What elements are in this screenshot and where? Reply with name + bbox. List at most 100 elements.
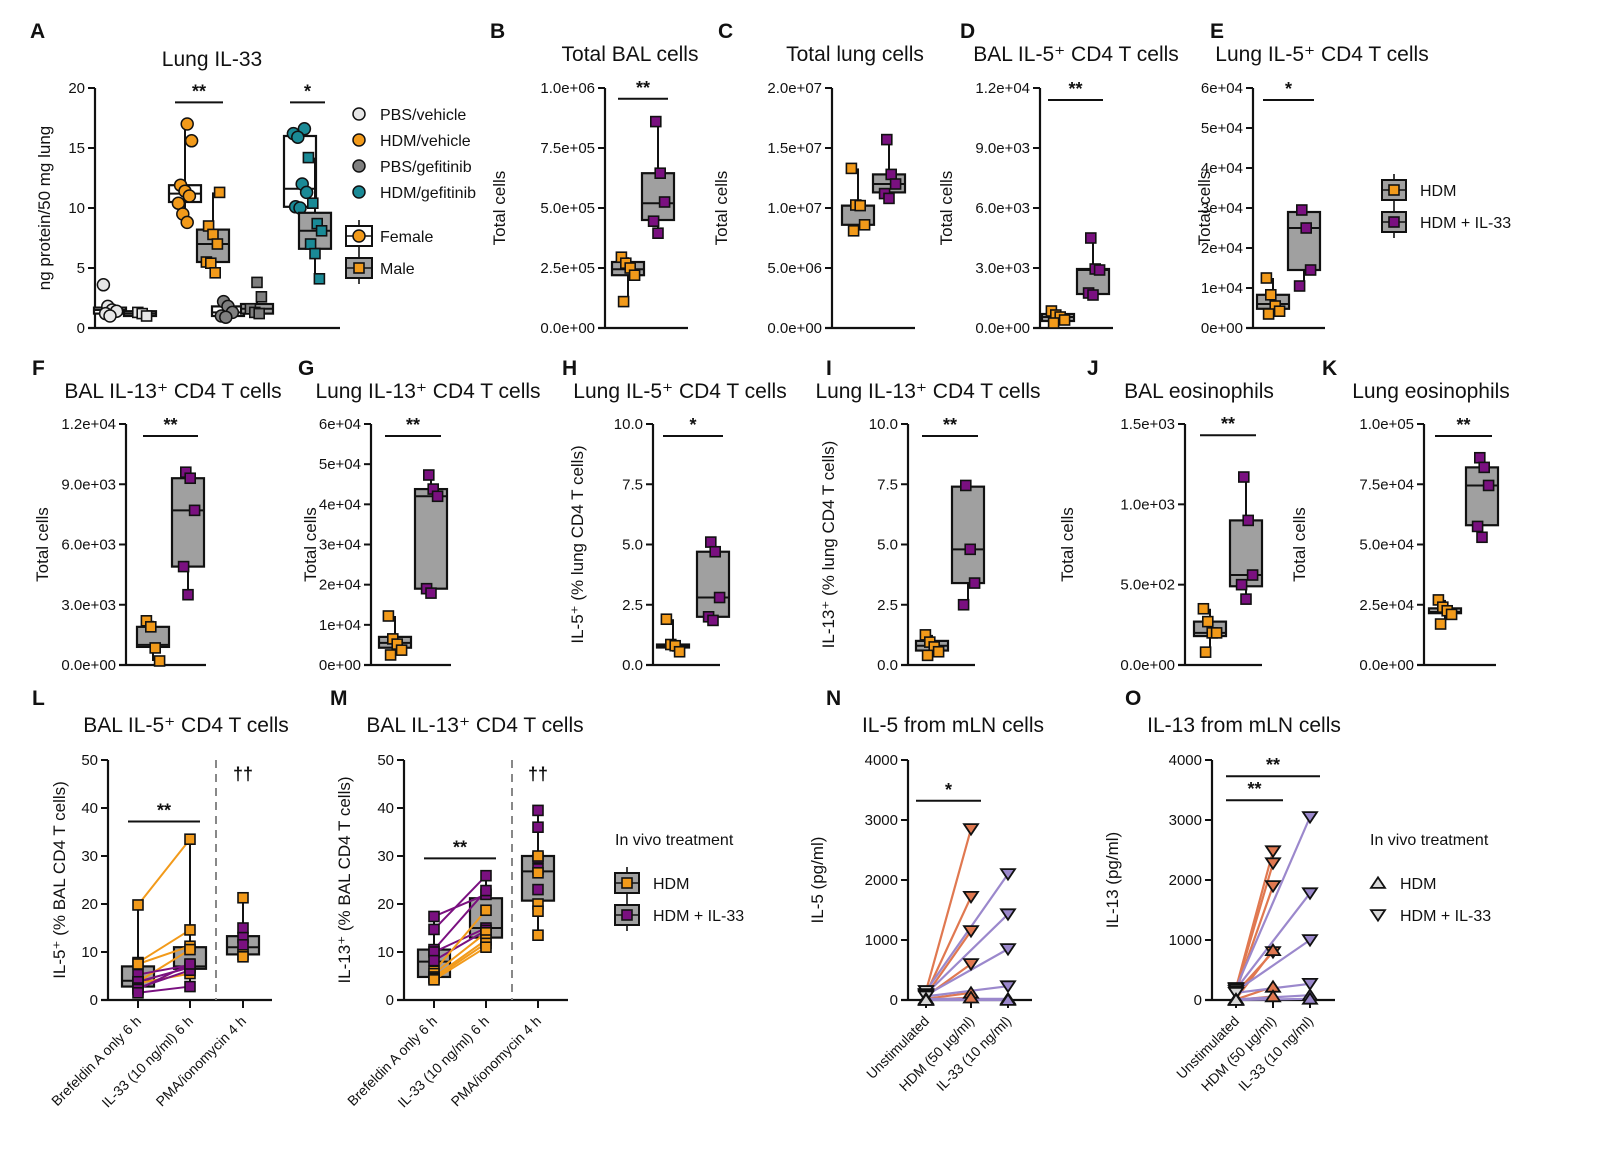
y-tick-label: 0.0e+00 [1120,657,1175,674]
panel-title: Lung IL-13⁺ CD4 T cells [315,380,540,403]
data-point-square [628,269,641,282]
legend: In vivo treatment HDM HDM + IL-33 [1369,832,1491,925]
data-point-square [1304,264,1317,276]
y-tick-label: 20 [377,896,394,913]
pair-line [137,929,191,964]
data-point-square [255,290,268,303]
data-point-square [428,910,440,923]
pair-line [925,913,1009,995]
data-point-square [847,225,860,237]
data-point-square [313,272,326,285]
data-point-square [883,192,895,205]
y-tick-label: 5.0e+04 [1359,537,1414,554]
data-point-triangle-down [962,823,980,837]
y-tick-label: 1.5e+07 [767,140,822,157]
data-point-square [237,891,249,904]
y-axis-label: IL-13⁺ (% lung CD4 T cells) [819,441,838,649]
pair-line [433,893,487,918]
data-point-square [207,228,219,241]
y-tick-label: 0.0 [622,657,643,674]
data-point-square [395,644,408,656]
pair-line [433,942,487,980]
data-point-square [845,162,858,175]
y-tick-label: 1.2e+04 [975,80,1030,97]
data-point-square [315,225,328,237]
y-tick-label: 1.0e+03 [1120,496,1175,513]
data-point-triangle-down [1264,845,1282,859]
y-tick-label: 0.0 [877,657,898,674]
data-point-square [184,943,196,956]
data-point-triangle-up [1227,992,1245,1006]
data-point-square [1296,204,1308,216]
data-point-square [237,938,249,951]
y-axis-label: Total cells [1195,171,1214,246]
box [695,550,731,618]
data-point-square [428,923,440,936]
data-point-square [647,215,660,227]
data-point-triangle-down [999,980,1017,994]
y-tick-label: 5 [77,260,85,277]
data-point-square [431,490,444,503]
significance-label: ** [453,837,467,857]
legend-label: HDM [653,876,689,893]
data-point-square [132,899,144,911]
pair-line [137,838,191,906]
pair-line [1234,816,1312,989]
data-point-square [858,219,871,231]
y-tick-label: 4e+04 [319,496,361,513]
panel-letter: C [718,20,733,43]
legend-marker [1388,184,1400,196]
legend-marker [1388,216,1400,228]
y-tick-label: 6.0e+03 [61,537,116,554]
significance-label: * [304,81,311,101]
x-category-label: Unstimulated [1173,1013,1242,1082]
x-category-label: IL-33 (10 ng/ml) 6 h [394,1013,492,1111]
data-point-square [480,884,492,897]
pair-line [433,889,487,951]
data-point-square [959,479,972,492]
y-tick-label: 5e+04 [319,456,361,473]
panel-title: BAL IL-5⁺ CD4 T cells [973,43,1179,66]
data-point-triangle-down [999,908,1017,922]
data-point-square [209,266,221,279]
legend-label: PBS/gefitinib [380,159,472,176]
y-tick-label: 0e+00 [1201,320,1243,337]
data-point-square [1476,531,1488,544]
y-tick-label: 0e+00 [319,657,361,674]
data-point-square [964,543,977,556]
data-point-square [428,974,440,986]
data-point-square [253,307,265,320]
data-point-square [1300,222,1312,234]
y-axis-label: Total cells [490,171,509,246]
data-point-triangle-down [999,943,1017,957]
data-point-square [132,986,144,999]
data-point-circle [180,117,194,131]
data-point-square [1199,646,1212,658]
panel-title: IL-13 from mLN cells [1147,714,1341,737]
legend-marker [1369,875,1387,889]
y-tick-label: 30 [81,848,98,865]
data-point-square [184,958,196,970]
panel-letter: M [330,687,348,710]
data-point-square [617,295,630,308]
legend-label: HDM + IL-33 [1420,215,1511,232]
data-point-square [182,588,194,601]
data-point-triangle-up [917,992,935,1006]
pair-line [925,985,1009,998]
y-tick-label: 1.5e+03 [1120,416,1175,433]
data-point-triangle-up [1264,942,1282,956]
y-tick-label: 7.5e+05 [540,140,595,157]
y-tick-label: 6e+04 [1201,80,1243,97]
panel-letter: E [1210,20,1224,43]
pair-line [433,932,487,975]
panel-f: F BAL IL-13⁺ CD4 T cells 0.0e+00 3.0e+03 6.0… [32,357,282,674]
y-tick-label: 2.5 [622,597,643,614]
x-category-label: Brefeldin A only 6 h [48,1013,144,1109]
pair-line [137,963,191,991]
panel-letter: D [960,20,975,43]
